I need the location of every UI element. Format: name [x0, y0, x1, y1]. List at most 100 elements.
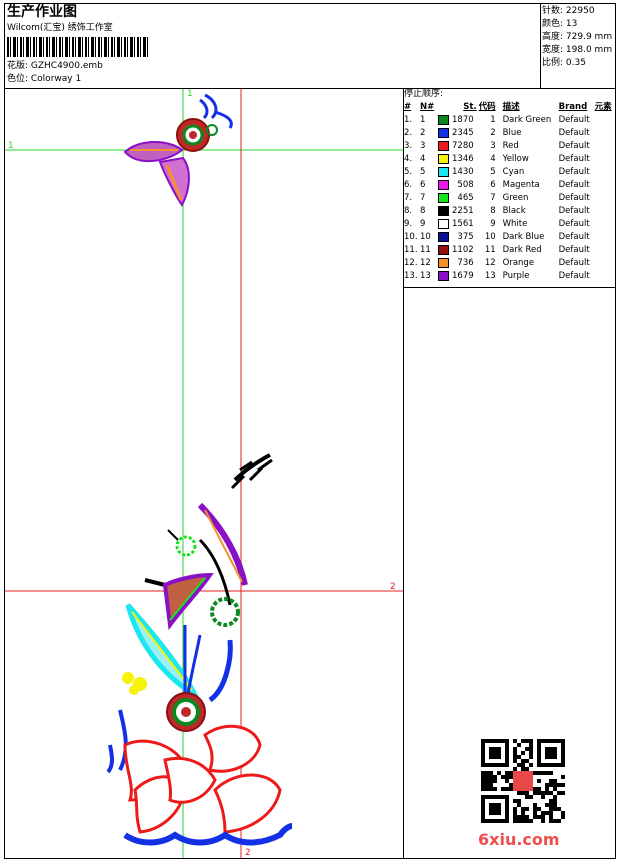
row-code: 5 — [490, 167, 496, 177]
row-desc: White — [502, 219, 528, 229]
stat-width: 宽度: 198.0 mm — [542, 45, 613, 55]
row-n: 13 — [420, 271, 431, 281]
color-swatch — [438, 127, 449, 138]
row-brand: Default — [558, 271, 590, 281]
row-index: 6. — [404, 180, 413, 190]
row-brand: Default — [558, 115, 590, 125]
row-stitches: 375 — [457, 232, 474, 242]
embroidery-canvas — [5, 89, 403, 858]
row-code: 13 — [484, 271, 496, 281]
color-swatch — [438, 270, 449, 281]
table-row: 5. 5 1430 5 Cyan Default — [403, 166, 613, 179]
row-brand: Default — [558, 154, 590, 164]
color-swatch — [438, 166, 449, 177]
row-element — [594, 231, 613, 244]
row-index: 5. — [404, 167, 413, 177]
row-element — [594, 153, 613, 166]
table-row: 8. 8 2251 8 Black Default — [403, 205, 613, 218]
row-desc: Yellow — [502, 154, 529, 164]
table-frame — [403, 88, 616, 288]
stat-stitches: 针数: 22950 — [542, 6, 595, 16]
row-index: 10. — [404, 232, 418, 242]
design-file: 花版: GZHC4900.emb — [7, 61, 103, 71]
col-desc: 描述 — [502, 102, 520, 112]
row-n: 4 — [420, 154, 426, 164]
row-element — [594, 114, 613, 127]
row-desc: Cyan — [502, 167, 525, 177]
stop-sequence-title: 停止顺序: — [404, 89, 444, 99]
table-row: 9. 9 1561 9 White Default — [403, 218, 613, 231]
table-row: 4. 4 1346 4 Yellow Default — [403, 153, 613, 166]
guide-label-v2: 2 — [245, 848, 251, 858]
row-desc: Dark Green — [502, 115, 552, 125]
color-swatch — [438, 218, 449, 229]
color-table: # N# St. 代码 描述 Brand 元素 1. 1 1870 1 Dark Gre… — [403, 101, 613, 283]
row-desc: Blue — [502, 128, 522, 138]
color-swatch — [438, 192, 449, 203]
table-row: 2. 2 2345 2 Blue Default — [403, 127, 613, 140]
row-n: 8 — [420, 206, 426, 216]
middle-motif — [144, 453, 273, 631]
row-element — [594, 127, 613, 140]
row-n: 3 — [420, 141, 426, 151]
row-element — [594, 244, 613, 257]
row-brand: Default — [558, 193, 590, 203]
stat-height: 高度: 729.9 mm — [542, 32, 613, 42]
row-stitches: 2345 — [452, 128, 474, 138]
row-swatch — [437, 153, 451, 166]
row-stitches: 7280 — [452, 141, 474, 151]
row-desc: Green — [502, 193, 529, 203]
guide-label-h1: 1 — [8, 141, 14, 151]
row-element — [594, 140, 613, 153]
row-index: 11. — [404, 245, 418, 255]
row-desc: Magenta — [502, 180, 540, 190]
color-swatch — [438, 114, 449, 125]
row-element — [594, 257, 613, 270]
row-index: 13. — [404, 271, 418, 281]
row-n: 7 — [420, 193, 426, 203]
row-index: 9. — [404, 219, 413, 229]
row-swatch — [437, 140, 451, 153]
table-row: 11. 11 1102 11 Dark Red Default — [403, 244, 613, 257]
row-n: 12 — [420, 258, 431, 268]
row-code: 8 — [490, 206, 496, 216]
color-swatch — [438, 244, 449, 255]
row-code: 9 — [490, 219, 496, 229]
row-n: 1 — [420, 115, 426, 125]
col-stitches: St. — [463, 102, 477, 112]
row-brand: Default — [558, 180, 590, 190]
row-brand: Default — [558, 258, 590, 268]
row-swatch — [437, 231, 451, 244]
row-swatch — [437, 114, 451, 127]
row-swatch — [437, 244, 451, 257]
col-code: 代码 — [478, 102, 496, 112]
row-code: 1 — [490, 115, 496, 125]
row-swatch — [437, 257, 451, 270]
row-element — [594, 192, 613, 205]
row-code: 2 — [490, 128, 496, 138]
row-code: 11 — [484, 245, 496, 255]
row-index: 2. — [404, 128, 413, 138]
table-row: 3. 3 7280 3 Red Default — [403, 140, 613, 153]
row-brand: Default — [558, 128, 590, 138]
row-index: 3. — [404, 141, 413, 151]
row-brand: Default — [558, 232, 590, 242]
color-swatch — [438, 179, 449, 190]
row-swatch — [437, 270, 451, 283]
company-name: Wilcom(汇宝) 绣饰工作室 — [7, 23, 113, 33]
row-stitches: 1870 — [452, 115, 474, 125]
table-row: 10. 10 375 10 Dark Blue Default — [403, 231, 613, 244]
row-element — [594, 218, 613, 231]
row-stitches: 1102 — [452, 245, 474, 255]
row-brand: Default — [558, 206, 590, 216]
qr-code — [481, 739, 565, 823]
table-row: 12. 12 736 12 Orange Default — [403, 257, 613, 270]
row-desc: Black — [502, 206, 526, 216]
row-n: 5 — [420, 167, 426, 177]
color-swatch — [438, 257, 449, 268]
row-n: 9 — [420, 219, 426, 229]
row-n: 6 — [420, 180, 426, 190]
row-brand: Default — [558, 219, 590, 229]
guide-label-v1: 1 — [187, 89, 193, 99]
table-row: 7. 7 465 7 Green Default — [403, 192, 613, 205]
